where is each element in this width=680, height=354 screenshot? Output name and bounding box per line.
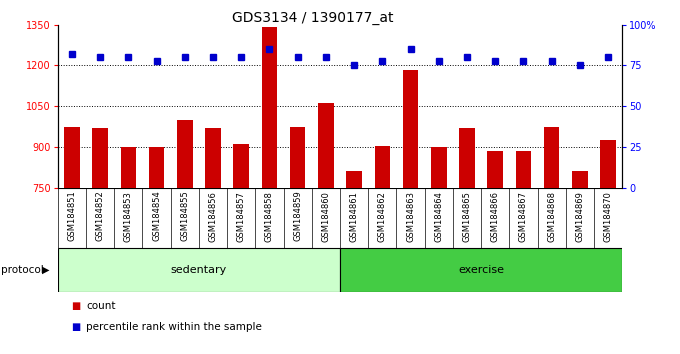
Bar (64, 126, 80, 188)
Text: GSM184862: GSM184862 (378, 190, 387, 241)
Text: GSM184851: GSM184851 (67, 190, 76, 241)
Bar (459, 128, 475, 188)
Bar (205, 128, 221, 188)
Text: percentile rank within the sample: percentile rank within the sample (86, 322, 262, 332)
Text: ▶: ▶ (42, 265, 50, 275)
Text: GDS3134 / 1390177_at: GDS3134 / 1390177_at (232, 11, 394, 25)
Text: GSM184855: GSM184855 (180, 190, 189, 241)
Bar (120, 147, 136, 188)
Bar (346, 171, 362, 188)
Text: GSM184864: GSM184864 (435, 190, 443, 241)
Bar (149, 147, 165, 188)
Text: GSM184868: GSM184868 (547, 190, 556, 242)
Text: GSM184867: GSM184867 (519, 190, 528, 242)
Text: GSM184859: GSM184859 (293, 190, 302, 241)
Text: GSM184856: GSM184856 (209, 190, 218, 241)
Text: GSM184854: GSM184854 (152, 190, 161, 241)
Text: exercise: exercise (458, 265, 504, 275)
Text: GSM184857: GSM184857 (237, 190, 245, 241)
Text: protocol: protocol (1, 265, 44, 275)
Bar (431, 147, 447, 188)
Bar (572, 171, 588, 188)
Bar (515, 151, 531, 188)
Bar (318, 103, 334, 188)
Bar (403, 69, 418, 188)
Bar (58, 248, 340, 292)
Bar (340, 248, 622, 292)
Text: sedentary: sedentary (171, 265, 227, 275)
Text: GSM184863: GSM184863 (406, 190, 415, 242)
Text: GSM184858: GSM184858 (265, 190, 274, 241)
Bar (177, 120, 192, 188)
Bar (92, 128, 108, 188)
Text: GSM184870: GSM184870 (604, 190, 613, 241)
Text: GSM184866: GSM184866 (491, 190, 500, 242)
Bar (262, 28, 277, 188)
Bar (375, 145, 390, 188)
Bar (600, 140, 616, 188)
Bar (488, 151, 503, 188)
Bar (290, 126, 305, 188)
Text: GSM184853: GSM184853 (124, 190, 133, 241)
Text: ■: ■ (71, 301, 81, 311)
Text: ■: ■ (71, 322, 81, 332)
Text: GSM184861: GSM184861 (350, 190, 358, 241)
Text: GSM184865: GSM184865 (462, 190, 471, 241)
Text: GSM184869: GSM184869 (575, 190, 584, 241)
Bar (544, 126, 560, 188)
Text: GSM184852: GSM184852 (96, 190, 105, 241)
Bar (233, 144, 249, 188)
Text: count: count (86, 301, 116, 311)
Text: GSM184860: GSM184860 (322, 190, 330, 241)
